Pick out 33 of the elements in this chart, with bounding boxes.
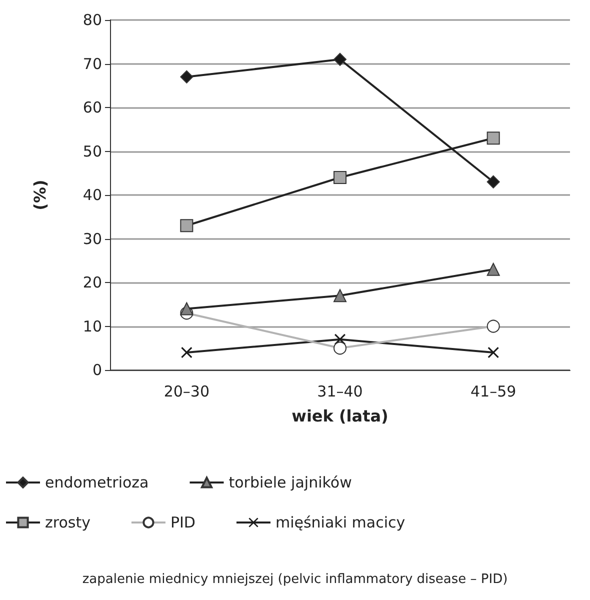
y-tick-label: 60	[82, 98, 102, 116]
y-tick-label: 30	[82, 230, 102, 248]
y-tick-label: 20	[82, 274, 102, 292]
y-tick-label: 0	[92, 361, 102, 379]
point	[486, 175, 500, 188]
text: zapalenie miednicy mniejszej (pelvic inflammatory disease – PID)	[82, 572, 508, 587]
x-tick-label: 20–30	[164, 382, 210, 400]
y-tick-label: 80	[82, 11, 102, 29]
x-tick-label: 41–59	[470, 382, 516, 400]
point	[180, 302, 194, 316]
point	[334, 342, 346, 355]
y-tick-label: 10	[82, 317, 102, 336]
point	[181, 347, 192, 358]
x-axis-title: wiek (lata)	[292, 406, 388, 426]
point	[334, 52, 346, 66]
point	[486, 132, 500, 145]
point	[486, 320, 500, 333]
point	[334, 171, 346, 184]
y-tick-label: 40	[82, 186, 102, 204]
legend-label: zrosty	[45, 514, 91, 532]
legend-label: mięśniaki macicy	[275, 514, 406, 532]
x-tick-label: 31–40	[317, 382, 363, 400]
point	[180, 219, 194, 232]
point	[488, 347, 499, 358]
point	[180, 70, 194, 84]
legend-label: endometrioza	[45, 474, 149, 492]
y-tick-label: 50	[82, 142, 102, 160]
y-tick-label: 70	[82, 54, 102, 73]
legend-label: torbiele jajników	[228, 474, 352, 492]
point	[486, 262, 500, 276]
point	[334, 289, 346, 302]
y-axis-title: (%)	[30, 180, 50, 210]
legend-label: PID	[170, 514, 196, 532]
